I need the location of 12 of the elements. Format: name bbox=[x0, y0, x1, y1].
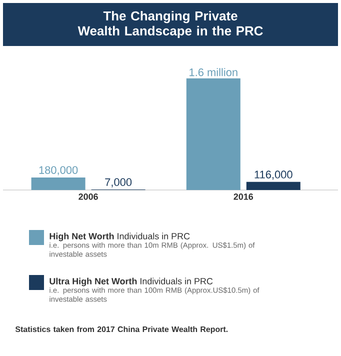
chart-title: The Changing Private Wealth Landscape in the PRC bbox=[78, 10, 263, 38]
data-label: 7,000 bbox=[105, 178, 132, 188]
legend-label: Ultra High Net Worth Individuals in PRC bbox=[50, 278, 213, 286]
data-label: 116,000 bbox=[254, 170, 292, 180]
x-tick-label: 2016 bbox=[234, 194, 254, 200]
bar bbox=[31, 177, 86, 190]
x-tick-label: 2006 bbox=[78, 194, 98, 200]
bar bbox=[246, 182, 300, 190]
bar bbox=[186, 78, 240, 190]
data-label: 1.6 million bbox=[190, 68, 238, 76]
data-label: 180,000 bbox=[39, 166, 78, 176]
legend-label: High Net Worth Individuals in PRC bbox=[50, 232, 190, 242]
